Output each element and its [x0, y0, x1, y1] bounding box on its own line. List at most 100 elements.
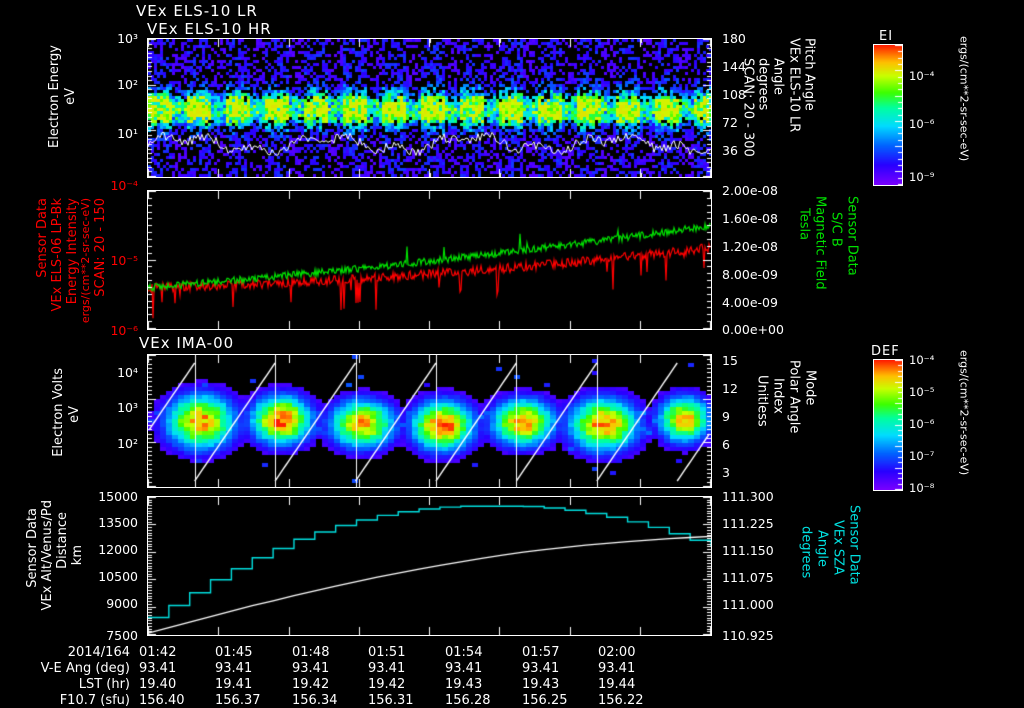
- panel4-ytick-5: 7500: [106, 628, 138, 643]
- footer-cell-r3-c5: 156.25: [522, 693, 568, 708]
- panel2-left-axis-line0: Sensor Data: [35, 198, 50, 278]
- panel4-ytick-3: 10500: [98, 569, 138, 584]
- panel2-left-axis-line3: ergs/(cm**2-sr-sec-eV): [79, 198, 92, 324]
- panel2-left-axis-line2: Energy Intensity: [65, 198, 80, 305]
- footer-row-label-0: 2014/164: [67, 645, 130, 660]
- footer-cell-r1-c1: 93.41: [215, 661, 253, 676]
- panel1-right-axis-line2: Angle: [770, 58, 786, 95]
- panel2-ytick-0: 10⁻⁴: [110, 178, 138, 193]
- footer-cell-r0-c0: 01:42: [139, 645, 177, 660]
- footer-cell-r1-c6: 93.41: [598, 661, 636, 676]
- footer-cell-r2-c6: 19.44: [598, 677, 636, 692]
- panel1-ytick-1: 10²: [117, 77, 138, 92]
- panel2-rtick-2: 1.20e-08: [722, 239, 778, 254]
- footer-row-label-3: F10.7 (sfu): [59, 693, 130, 708]
- panel3-title: VEx IMA-00: [139, 334, 235, 352]
- footer-cell-r1-c4: 93.41: [445, 661, 483, 676]
- colorbar3-tick-1: 10⁻⁵: [909, 385, 935, 399]
- panel1-title-lr: VEx ELS-10 LR: [136, 2, 258, 20]
- footer-row-label-1: V-E Ang (deg): [40, 661, 130, 676]
- panel4-ytick-4: 9000: [106, 596, 138, 611]
- panel2-rtick-4: 4.00e-09: [722, 295, 778, 310]
- footer-cell-r1-c2: 93.41: [292, 661, 330, 676]
- colorbar3-unit-label: ergs/(cm**2-sr-sec-eV): [957, 350, 971, 476]
- colorbar1-tick-2: 10⁻⁹: [909, 170, 935, 184]
- panel4-ytick-2: 12000: [98, 542, 138, 557]
- footer-cell-r0-c6: 02:00: [598, 645, 636, 660]
- panel2-right-axis-line1: S/C B: [828, 212, 844, 247]
- panel1-right-axis-line1: VEx ELS-10 LR: [786, 38, 802, 133]
- panel3-rtick-0: 15: [722, 353, 738, 368]
- colorbar1-tick-1: 10⁻⁶: [909, 117, 935, 131]
- footer-cell-r3-c6: 156.22: [598, 693, 644, 708]
- panel4-rtick-0: 111.300: [722, 489, 774, 504]
- footer-cell-r1-c0: 93.41: [139, 661, 177, 676]
- footer-cell-r0-c4: 01:54: [445, 645, 483, 660]
- panel1-right-axis-line4: SCAN: 20 - 300: [740, 58, 756, 157]
- panel2-left-axis-line4: SCAN: 20 - 150: [93, 198, 108, 297]
- panel1-rtick-1: 144: [722, 59, 746, 74]
- panel3-left-axis-line0: Electron Volts: [51, 368, 66, 457]
- panel3-left-axis-line1: eV: [67, 406, 82, 423]
- panel3-ytick-0: 10⁴: [117, 365, 138, 380]
- panel3-ytick-2: 10²: [117, 436, 138, 451]
- panel3-ytick-1: 10³: [117, 400, 138, 415]
- colorbar3-tick-4: 10⁻⁸: [909, 481, 935, 495]
- panel3-right-axis-line2: Index: [770, 378, 786, 414]
- footer-cell-r2-c4: 19.43: [445, 677, 483, 692]
- footer-cell-r2-c1: 19.41: [215, 677, 253, 692]
- panel4-left-axis-line2: Distance: [55, 512, 70, 569]
- panel1-left-axis-units: eV: [63, 88, 78, 105]
- panel1-ytick-2: 10¹: [117, 126, 138, 141]
- footer-cell-r3-c3: 156.31: [368, 693, 414, 708]
- panel2-rtick-5: 0.00e+00: [722, 322, 784, 337]
- panel4-ytick-1: 13500: [98, 515, 138, 530]
- panel1-left-axis-title: Electron Energy: [47, 45, 62, 148]
- colorbar3-tick-3: 10⁻⁷: [909, 449, 935, 463]
- panel1-rtick-2: 108: [722, 87, 746, 102]
- panel4-rtick-5: 110.925: [722, 628, 774, 643]
- colorbar1-title: EI: [879, 29, 894, 44]
- panel2-right-axis-line3: Tesla: [796, 208, 812, 241]
- panel-ima-spectrogram[interactable]: [147, 354, 712, 488]
- footer-cell-r3-c0: 156.40: [139, 693, 185, 708]
- panel1-rtick-4: 36: [722, 143, 738, 158]
- panel3-right-axis-line0: Mode: [802, 370, 818, 406]
- panel4-rtick-4: 111.000: [722, 597, 774, 612]
- panel2-rtick-0: 2.00e-08: [722, 183, 778, 198]
- footer-cell-r0-c3: 01:51: [368, 645, 406, 660]
- panel2-rtick-1: 1.60e-08: [722, 211, 778, 226]
- panel2-left-axis-line1: VEx ELS-06 LP-Bk: [50, 198, 65, 312]
- panel4-right-axis-line1: VEx SZA: [830, 520, 846, 575]
- panel3-rtick-4: 3: [722, 465, 730, 480]
- panel2-ytick-2: 10⁻⁶: [110, 323, 138, 338]
- footer-cell-r2-c5: 19.43: [522, 677, 560, 692]
- panel2-rtick-3: 8.00e-09: [722, 267, 778, 282]
- footer-cell-r3-c2: 156.34: [292, 693, 338, 708]
- colorbar3: [873, 359, 903, 491]
- panel1-left-axis-line1: eV: [63, 88, 78, 105]
- footer-cell-r3-c4: 156.28: [445, 693, 491, 708]
- footer-cell-r3-c1: 156.37: [215, 693, 261, 708]
- footer-cell-r0-c1: 01:45: [215, 645, 253, 660]
- colorbar1-tick-0: 10⁻⁴: [909, 69, 935, 83]
- panel-els-spectrogram[interactable]: [147, 38, 712, 178]
- panel4-right-axis-line2: Angle: [814, 530, 830, 567]
- footer-cell-r0-c2: 01:48: [292, 645, 330, 660]
- panel1-right-axis-line3: degrees: [755, 58, 771, 111]
- panel-energy-intensity-bfield[interactable]: [147, 190, 712, 330]
- panel4-ytick-0: 15000: [98, 489, 138, 504]
- panel4-right-axis-line0: Sensor Data: [846, 505, 862, 585]
- panel1-rtick-0: 180: [722, 31, 746, 46]
- panel3-right-axis-line1: Polar Angle: [786, 360, 802, 434]
- panel4-left-axis-line1: VEx Alt/Venus/Pd: [40, 500, 55, 611]
- panel-altitude-sza[interactable]: [147, 496, 712, 636]
- colorbar1: [873, 44, 903, 186]
- panel1-title-hr: VEx ELS-10 HR: [147, 20, 272, 38]
- panel2-right-axis-line0: Sensor Data: [844, 196, 860, 276]
- footer-cell-r2-c3: 19.42: [368, 677, 406, 692]
- panel4-left-axis-line3: km: [70, 545, 85, 566]
- panel3-rtick-1: 12: [722, 381, 738, 396]
- colorbar3-tick-0: 10⁻⁴: [909, 353, 935, 367]
